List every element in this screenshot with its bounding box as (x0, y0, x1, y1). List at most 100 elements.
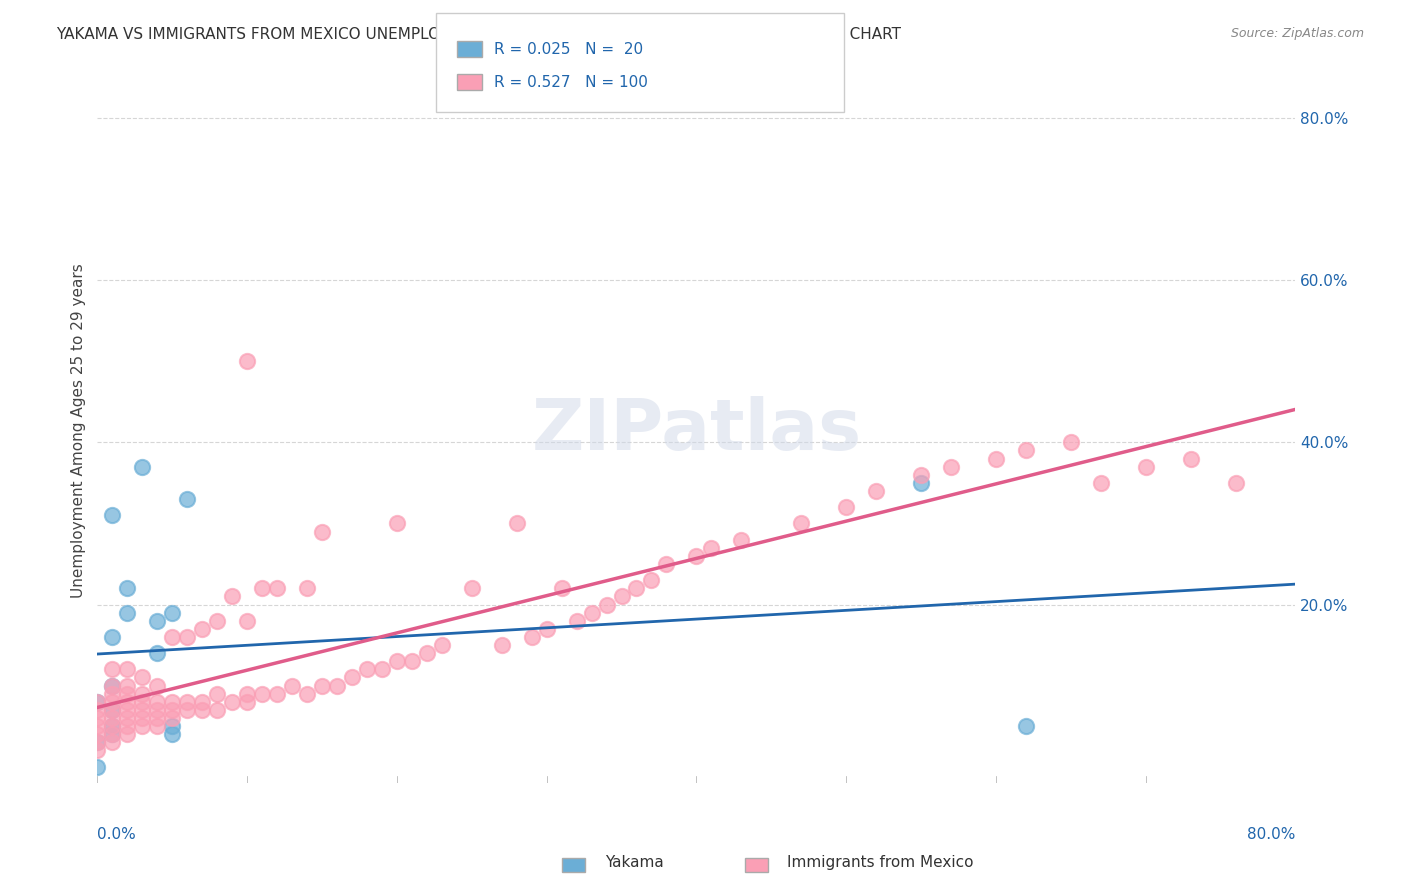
Point (86, 743, 108, 757)
Point (550, 582, 572, 596)
Point (131, 671, 153, 685)
Point (101, 630, 124, 644)
Point (565, 614, 588, 628)
Point (385, 516, 408, 531)
Text: Yakama: Yakama (605, 855, 664, 870)
Point (205, 614, 228, 628)
Point (101, 727, 124, 741)
Point (730, 533, 752, 547)
Point (86, 719, 108, 733)
Point (131, 459, 153, 474)
Point (131, 703, 153, 717)
Point (117, 703, 139, 717)
Point (205, 703, 228, 717)
Point (101, 687, 124, 701)
Point (86, 695, 108, 709)
Point (205, 687, 228, 701)
Point (700, 541, 723, 555)
Point (595, 598, 617, 612)
Point (117, 662, 139, 676)
Point (117, 679, 139, 693)
Point (295, 687, 318, 701)
Point (86, 695, 108, 709)
Point (160, 606, 183, 620)
Point (984, 451, 1007, 466)
Point (910, 467, 932, 482)
Point (191, 622, 214, 636)
Point (865, 483, 887, 498)
Point (160, 711, 183, 725)
Point (311, 524, 333, 539)
Point (236, 354, 259, 368)
Point (835, 500, 858, 515)
Text: R = 0.527   N = 100: R = 0.527 N = 100 (494, 75, 647, 89)
Point (86, 727, 108, 741)
Point (536, 622, 558, 636)
Point (191, 703, 214, 717)
Point (101, 662, 124, 676)
Point (160, 695, 183, 709)
Point (221, 695, 243, 709)
Point (160, 727, 183, 741)
Point (146, 679, 169, 693)
Point (610, 590, 633, 604)
Point (236, 614, 259, 628)
Point (266, 687, 288, 701)
Point (117, 711, 139, 725)
Point (191, 695, 214, 709)
Point (117, 687, 139, 701)
Point (101, 703, 124, 717)
Point (685, 549, 707, 563)
Point (101, 703, 124, 717)
Text: 0.0%: 0.0% (97, 828, 136, 843)
Point (117, 695, 139, 709)
Point (160, 630, 183, 644)
Point (117, 719, 139, 733)
Point (117, 727, 139, 741)
Point (160, 703, 183, 717)
Point (146, 614, 169, 628)
Text: Source: ZipAtlas.com: Source: ZipAtlas.com (1230, 27, 1364, 40)
Point (430, 638, 453, 652)
Point (1090, 475, 1112, 490)
Point (146, 711, 169, 725)
Point (340, 671, 363, 685)
Point (236, 695, 259, 709)
Point (221, 590, 243, 604)
Text: 80.0%: 80.0% (1247, 828, 1295, 843)
Point (86, 735, 108, 749)
Point (311, 679, 333, 693)
Point (101, 679, 124, 693)
Point (295, 582, 318, 596)
Point (371, 662, 394, 676)
Point (146, 719, 169, 733)
Point (117, 582, 139, 596)
Point (131, 719, 153, 733)
Point (101, 508, 124, 523)
Point (86, 735, 108, 749)
Point (581, 606, 603, 620)
Point (910, 475, 932, 490)
Point (640, 573, 662, 587)
Point (1015, 719, 1038, 733)
Point (461, 582, 484, 596)
Point (236, 687, 259, 701)
Point (146, 703, 169, 717)
Point (416, 646, 439, 660)
Point (176, 695, 198, 709)
Point (86, 711, 108, 725)
Point (131, 687, 153, 701)
Point (101, 719, 124, 733)
Point (385, 654, 408, 668)
Point (250, 687, 273, 701)
Point (281, 679, 304, 693)
Point (101, 719, 124, 733)
Point (356, 662, 378, 676)
Point (266, 582, 288, 596)
Point (146, 646, 169, 660)
Point (939, 459, 962, 474)
Point (101, 695, 124, 709)
Point (176, 630, 198, 644)
Text: R = 0.025   N =  20: R = 0.025 N = 20 (494, 42, 643, 56)
Text: YAKAMA VS IMMIGRANTS FROM MEXICO UNEMPLOYMENT AMONG AGES 25 TO 29 YEARS CORRELAT: YAKAMA VS IMMIGRANTS FROM MEXICO UNEMPLO… (56, 27, 901, 42)
